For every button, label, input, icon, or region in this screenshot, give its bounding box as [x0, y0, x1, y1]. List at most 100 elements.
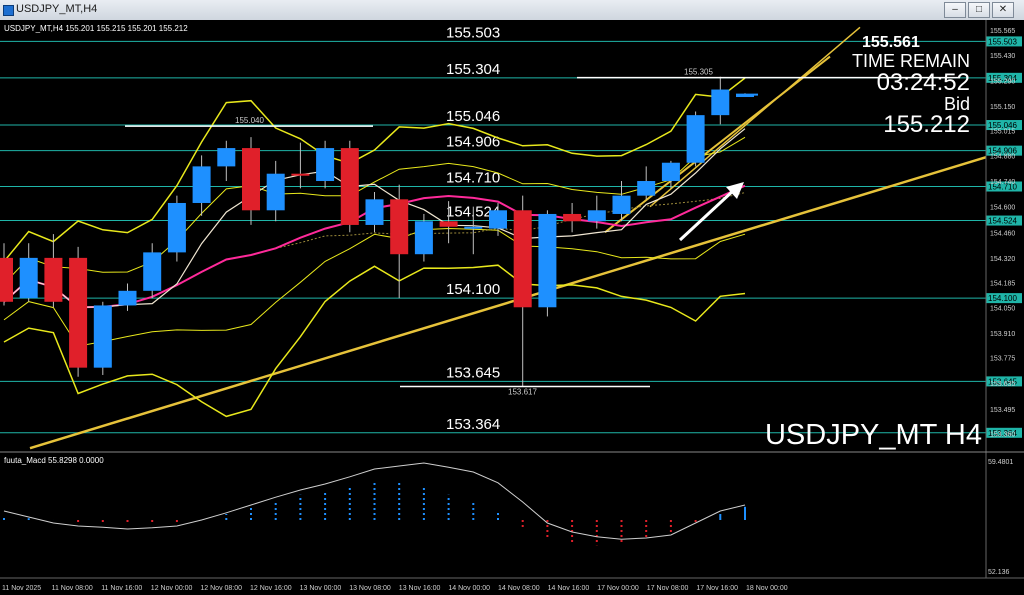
price-level-label: 155.304 [446, 61, 500, 78]
price-level-tag-text: 154.906 [988, 147, 1017, 156]
time-axis-label: 14 Nov 00:00 [448, 585, 490, 592]
price-level-label: 155.503 [446, 24, 500, 41]
price-level-tag [986, 427, 1022, 438]
candle-body[interactable] [563, 213, 582, 222]
up-arrow [678, 188, 736, 242]
candle-body[interactable] [242, 148, 260, 211]
price-chart[interactable]: 155.503155.503155.304155.304155.046155.0… [0, 20, 1024, 595]
candle-body[interactable] [316, 148, 335, 182]
price-axis-tick: 155.430 [990, 53, 1015, 60]
price-level-tag [986, 215, 1022, 226]
candle-body[interactable] [291, 173, 310, 176]
candle-body[interactable] [340, 148, 359, 225]
price-axis-tick: 155.565 [990, 28, 1015, 35]
macd-axis-top: 59.4801 [988, 459, 1013, 466]
chart-header-info: USDJPY_MT,H4 155.201 155.215 155.201 155… [4, 24, 188, 33]
time-axis-label: 12 Nov 16:00 [250, 585, 292, 592]
price-axis-tick: 154.880 [990, 153, 1015, 160]
time-axis-label: 14 Nov 16:00 [548, 585, 590, 592]
candle-body[interactable] [711, 89, 730, 116]
time-axis-label: 17 Nov 08:00 [647, 585, 689, 592]
highlight-price: 155.561 [862, 34, 920, 51]
price-axis-tick: 154.460 [990, 230, 1015, 237]
long-support-trendline[interactable] [29, 156, 987, 450]
time-axis-label: 17 Nov 00:00 [597, 585, 639, 592]
time-axis-label: 13 Nov 08:00 [349, 585, 391, 592]
macd-indicator-label: fuuta_Macd 55.8298 0.0000 [4, 456, 104, 465]
bollinger-lower [3, 264, 746, 418]
candle-body[interactable] [686, 115, 705, 163]
candle-body[interactable] [44, 257, 63, 302]
time-axis-label: 17 Nov 16:00 [696, 585, 738, 592]
candle-body[interactable] [143, 252, 162, 291]
candle-body[interactable] [93, 305, 112, 368]
candle-body[interactable] [217, 148, 236, 167]
price-level-label: 153.645 [446, 364, 500, 381]
bid-label: Bid [944, 94, 970, 114]
price-level-tag-text: 154.524 [988, 217, 1017, 226]
up-arrow-head [726, 182, 744, 199]
candle-body[interactable] [118, 290, 137, 306]
candle-body[interactable] [612, 195, 631, 214]
candle-body[interactable] [365, 199, 384, 225]
price-level-tag-text: 155.046 [988, 121, 1017, 130]
time-axis-label: 14 Nov 08:00 [498, 585, 540, 592]
candle-body[interactable] [414, 221, 433, 255]
title-bar[interactable]: USDJPY_MT,H4 – □ ✕ [0, 0, 1024, 21]
maximize-button[interactable]: □ [968, 2, 990, 18]
time-axis-label: 13 Nov 00:00 [300, 585, 342, 592]
price-axis-tick: 153.360 [990, 432, 1015, 439]
price-axis-tick: 153.635 [990, 381, 1015, 388]
candle-body[interactable] [167, 202, 186, 253]
channel-upper-trendline[interactable] [649, 26, 861, 208]
candle-body[interactable] [736, 95, 754, 98]
candle-body[interactable] [637, 181, 656, 196]
price-axis-tick: 153.495 [990, 407, 1015, 414]
price-axis-tick: 154.185 [990, 281, 1015, 288]
price-axis-tick: 155.150 [990, 104, 1015, 111]
price-axis-tick: 154.740 [990, 179, 1015, 186]
price-axis-tick: 155.015 [990, 129, 1015, 136]
candle-body[interactable] [587, 210, 606, 222]
candle-body[interactable] [266, 173, 285, 211]
time-axis-label: 11 Nov 08:00 [52, 585, 93, 592]
candle-body[interactable] [538, 213, 557, 308]
time-axis-label: 12 Nov 00:00 [151, 585, 193, 592]
price-level-tag [986, 36, 1022, 47]
window-title: USDJPY_MT,H4 [16, 3, 98, 15]
price-level-label: 155.046 [446, 108, 500, 125]
price-level-tag-text: 153.364 [988, 429, 1017, 438]
candle-body[interactable] [390, 199, 409, 255]
macd-signal-line [3, 462, 746, 540]
price-level-label: 154.906 [446, 134, 500, 151]
candle-body[interactable] [439, 221, 458, 227]
price-level-label: 153.364 [446, 416, 500, 433]
chart-app-icon [3, 5, 14, 16]
price-level-tag [986, 72, 1022, 83]
close-button[interactable]: ✕ [992, 2, 1014, 18]
candle-body[interactable] [69, 257, 88, 368]
candle-body[interactable] [0, 257, 13, 302]
candle-body[interactable] [489, 210, 507, 229]
time-axis-label: 18 Nov 00:00 [746, 585, 788, 592]
symbol-caption: USDJPY_MT H4 [765, 419, 982, 451]
candle-body[interactable] [661, 162, 680, 182]
time-axis-label: 11 Nov 2025 [2, 585, 41, 592]
candle-body[interactable] [19, 257, 38, 299]
macd-axis-bottom: 52.136 [988, 569, 1010, 576]
price-level-label: 154.710 [446, 170, 500, 187]
candle-body[interactable] [192, 166, 211, 203]
candle-body[interactable] [513, 210, 532, 308]
candle-body[interactable] [464, 226, 483, 229]
minimize-button[interactable]: – [944, 2, 966, 18]
time-axis-label: 12 Nov 08:00 [200, 585, 242, 592]
price-level-label: 154.100 [446, 281, 500, 298]
time-remain-label: TIME REMAIN [852, 51, 970, 71]
price-axis-tick: 153.910 [990, 331, 1015, 338]
price-axis-tick: 154.050 [990, 305, 1015, 312]
price-axis-tick: 154.600 [990, 205, 1015, 212]
price-level-tag [986, 293, 1022, 304]
time-axis-label: 13 Nov 16:00 [399, 585, 441, 592]
time-remain-value: 03:24:52 [877, 69, 970, 96]
